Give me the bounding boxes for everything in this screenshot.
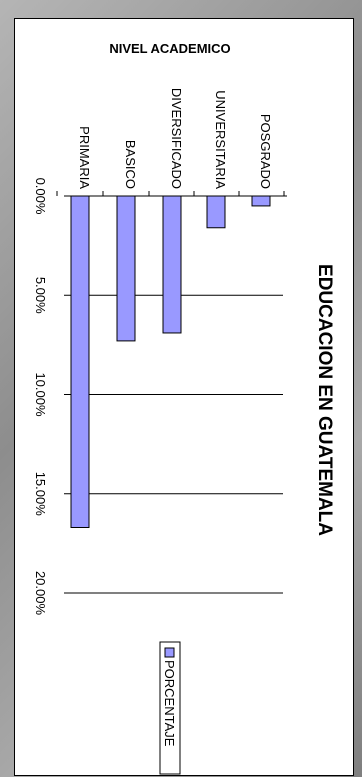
category-label: BASICO [123, 140, 138, 189]
category-label: DIVERSIFICADO [169, 88, 184, 189]
value-tick-label: 0.00% [33, 178, 48, 215]
bar-basico [116, 195, 136, 342]
bar-posgrado [251, 195, 271, 207]
value-tick-label: 10.00% [33, 372, 48, 417]
bar-universitaria [206, 195, 226, 229]
bars [70, 195, 271, 528]
category-label: POSGRADO [258, 114, 273, 189]
bar-primaria [70, 195, 90, 528]
category-axis-title: NIVEL ACADEMICO [109, 41, 230, 56]
labels: 0.00% 5.00% 10.00% 15.00% 20.00% PRIMARIA BASI… [33, 41, 335, 775]
bar-diversificado [162, 195, 182, 334]
value-tick-label: 20.00% [33, 571, 48, 616]
value-tick-label: 5.00% [33, 277, 48, 314]
legend-label: PORCENTAJE [162, 660, 177, 747]
gridlines [68, 294, 283, 594]
legend-swatch [164, 647, 175, 658]
axes [56, 191, 287, 594]
chart-title: EDUCACION EN GUATEMALA [314, 264, 335, 536]
category-label: PRIMARIA [77, 126, 92, 189]
legend-box [159, 641, 181, 775]
category-label: UNIVERSITARIA [213, 90, 228, 189]
value-tick-label: 15.00% [33, 472, 48, 517]
